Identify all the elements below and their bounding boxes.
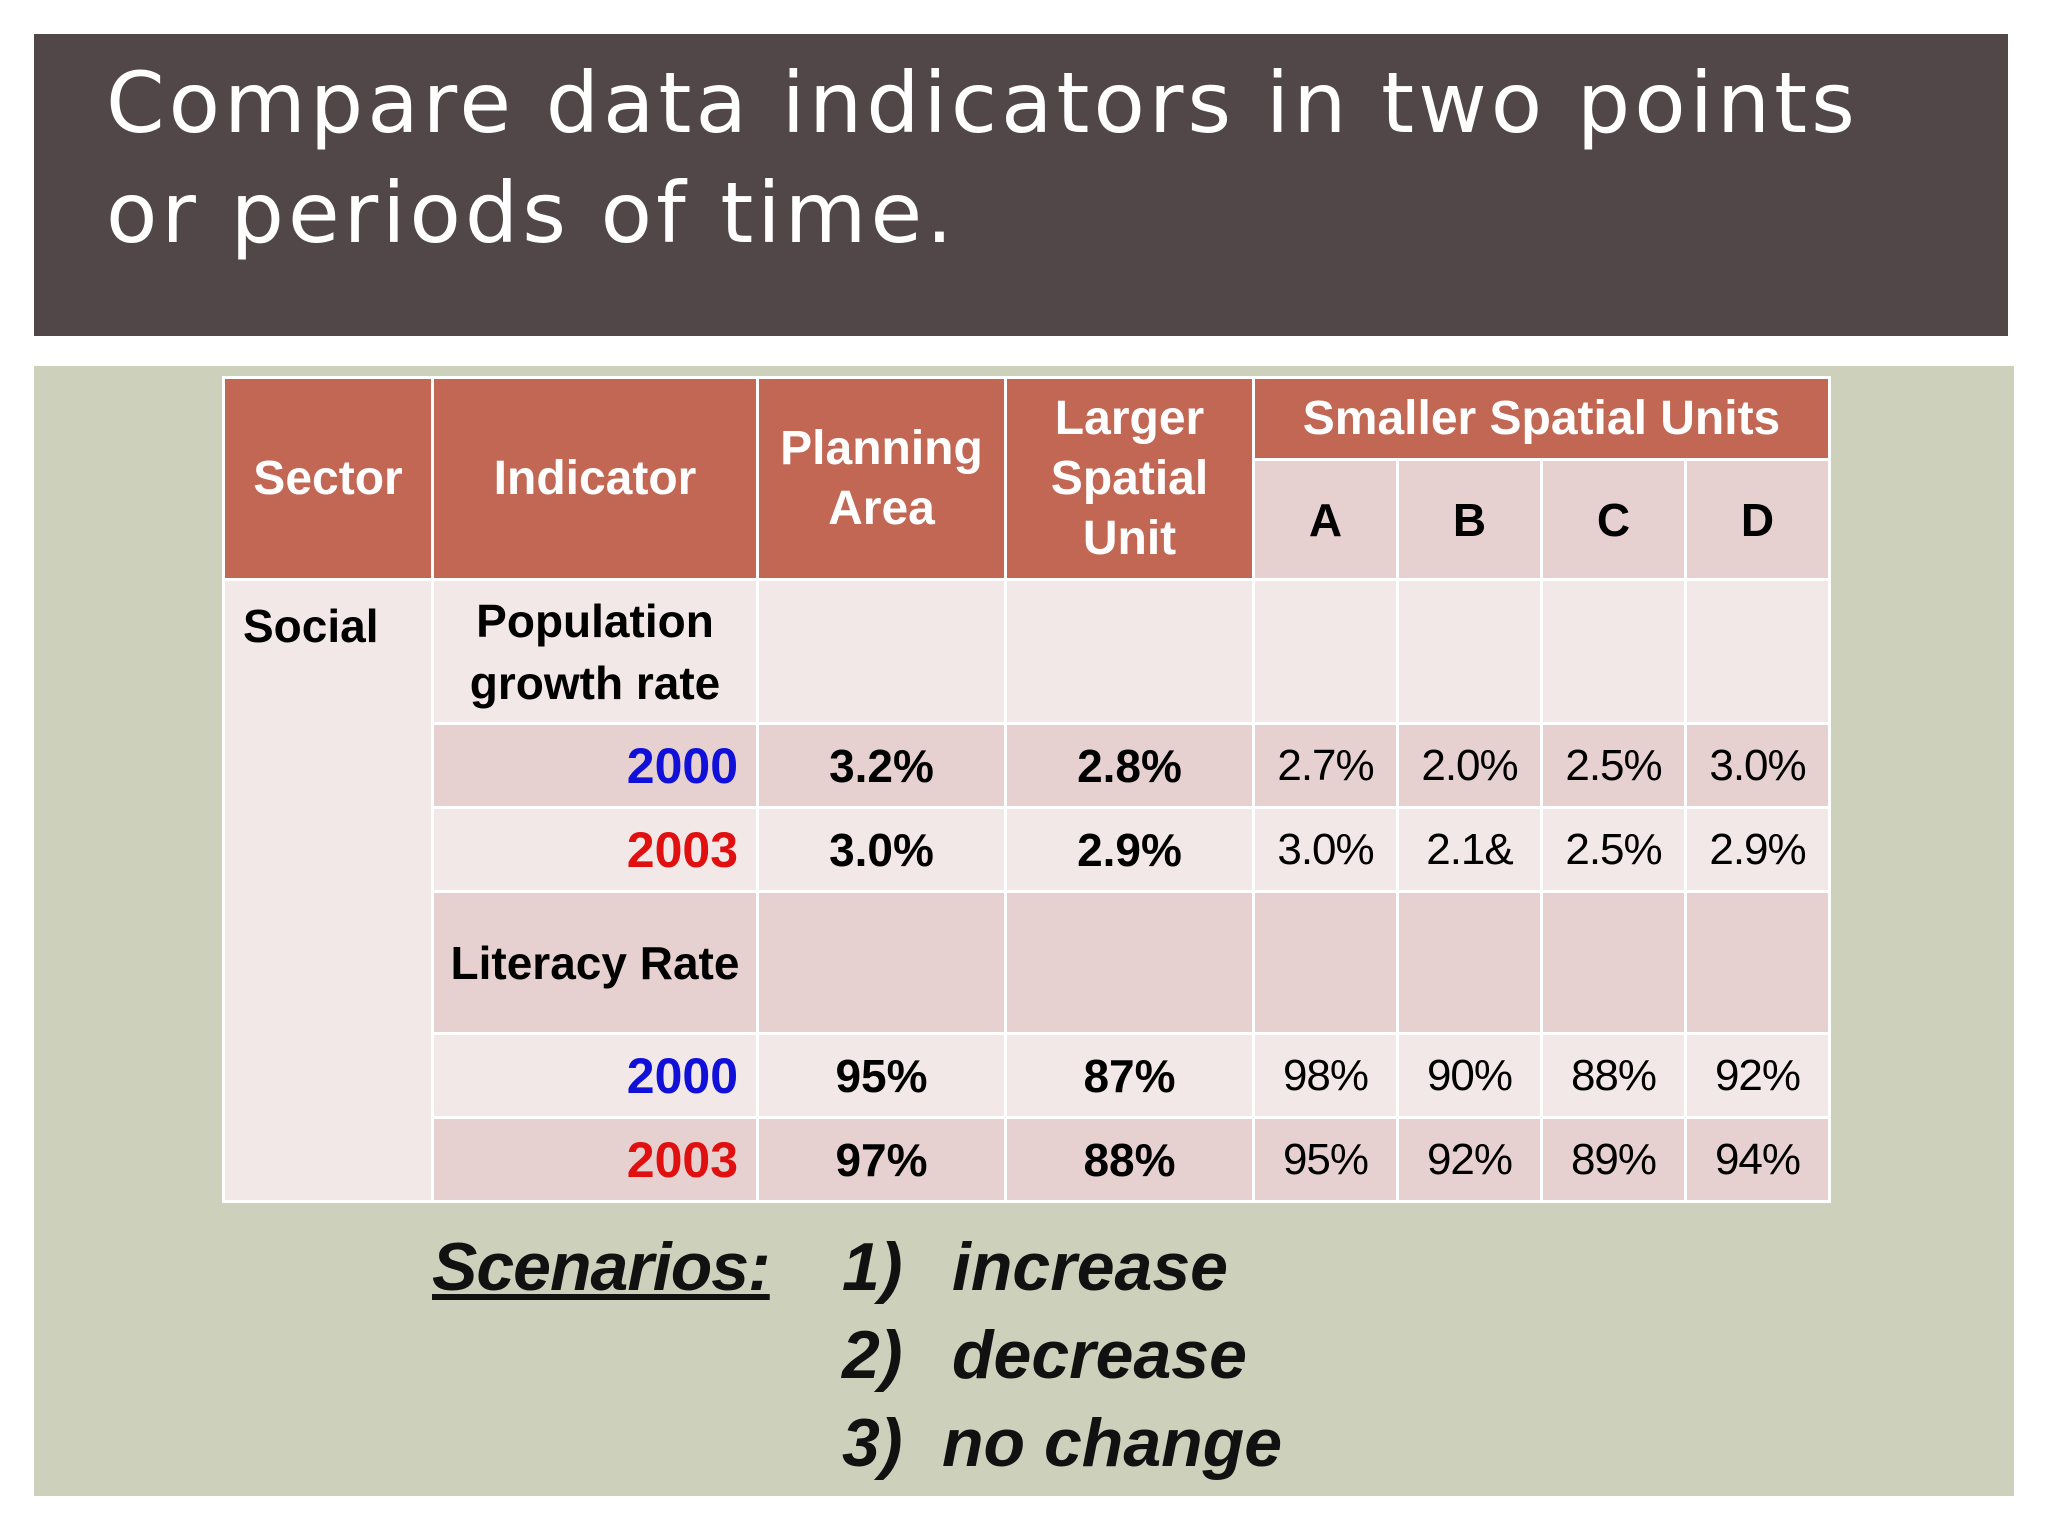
unit-c-value: 88% xyxy=(1540,1032,1687,1119)
slide-title: Compare data indicators in two points or… xyxy=(106,54,1859,262)
scenario-text: increase xyxy=(952,1229,1228,1305)
table-row: 2003 97% 88% 95% 92% 89% 94% xyxy=(223,1116,1831,1203)
larger-spatial-unit-value: 2.9% xyxy=(1004,806,1255,893)
scenario-number: 1) xyxy=(842,1229,903,1305)
unit-b-value: 2.1& xyxy=(1396,806,1543,893)
title-bar: Compare data indicators in two points or… xyxy=(34,34,2008,336)
planning-area-value: 3.2% xyxy=(756,722,1007,809)
unit-b-value: 92% xyxy=(1396,1116,1543,1203)
planning-area-value: 95% xyxy=(756,1032,1007,1119)
larger-spatial-unit-value: 88% xyxy=(1004,1116,1255,1203)
planning-area-value: 97% xyxy=(756,1116,1007,1203)
header-indicator: Indicator xyxy=(431,376,759,581)
unit-c-value: 2.5% xyxy=(1540,722,1687,809)
header-planning-area: Planning Area xyxy=(756,376,1007,581)
header-unit-d: D xyxy=(1684,458,1831,581)
scenario-number: 2) xyxy=(842,1317,903,1393)
scenario-number: 3) xyxy=(842,1405,903,1481)
unit-b-value: 90% xyxy=(1396,1032,1543,1119)
unit-d-value: 92% xyxy=(1684,1032,1831,1119)
scenarios-label: Scenarios: xyxy=(432,1229,771,1305)
sector-cell: Social xyxy=(222,578,434,1203)
scenario-item: 3) no change xyxy=(842,1404,1282,1482)
unit-c-value: 2.5% xyxy=(1540,806,1687,893)
header-unit-a: A xyxy=(1252,458,1399,581)
scenario-text: decrease xyxy=(952,1317,1247,1393)
year-cell: 2000 xyxy=(431,722,759,809)
larger-spatial-unit-value: 2.8% xyxy=(1004,722,1255,809)
scenario-item: 1) increase xyxy=(842,1228,1228,1306)
unit-a-value: 2.7% xyxy=(1252,722,1399,809)
year-cell: 2000 xyxy=(431,1032,759,1119)
header-smaller-spatial-units: Smaller Spatial Units xyxy=(1252,376,1831,461)
unit-a-value: 95% xyxy=(1252,1116,1399,1203)
table-row: 2003 3.0% 2.9% 3.0% 2.1& 2.5% 2.9% xyxy=(223,806,1831,893)
header-unit-b: B xyxy=(1396,458,1543,581)
header-larger-spatial-unit: Larger Spatial Unit xyxy=(1004,376,1255,581)
header-sector: Sector xyxy=(222,376,434,581)
unit-a-value: 3.0% xyxy=(1252,806,1399,893)
planning-area-value: 3.0% xyxy=(756,806,1007,893)
year-cell: 2003 xyxy=(431,1116,759,1203)
unit-d-value: 3.0% xyxy=(1684,722,1831,809)
unit-d-value: 94% xyxy=(1684,1116,1831,1203)
header-unit-c: C xyxy=(1540,458,1687,581)
indicator-name: Population growth rate xyxy=(431,578,759,725)
indicator-table: Sector Indicator Planning Area Larger Sp… xyxy=(222,376,1831,1203)
table-row: 2000 3.2% 2.8% 2.7% 2.0% 2.5% 3.0% xyxy=(223,722,1831,809)
year-cell: 2003 xyxy=(431,806,759,893)
scenario-text: no change xyxy=(942,1405,1283,1481)
unit-d-value: 2.9% xyxy=(1684,806,1831,893)
larger-spatial-unit-value: 87% xyxy=(1004,1032,1255,1119)
unit-c-value: 89% xyxy=(1540,1116,1687,1203)
table-row: 2000 95% 87% 98% 90% 88% 92% xyxy=(223,1032,1831,1119)
indicator-name: Literacy Rate xyxy=(431,890,759,1035)
scenario-item: 2) decrease xyxy=(842,1316,1247,1394)
unit-a-value: 98% xyxy=(1252,1032,1399,1119)
unit-b-value: 2.0% xyxy=(1396,722,1543,809)
